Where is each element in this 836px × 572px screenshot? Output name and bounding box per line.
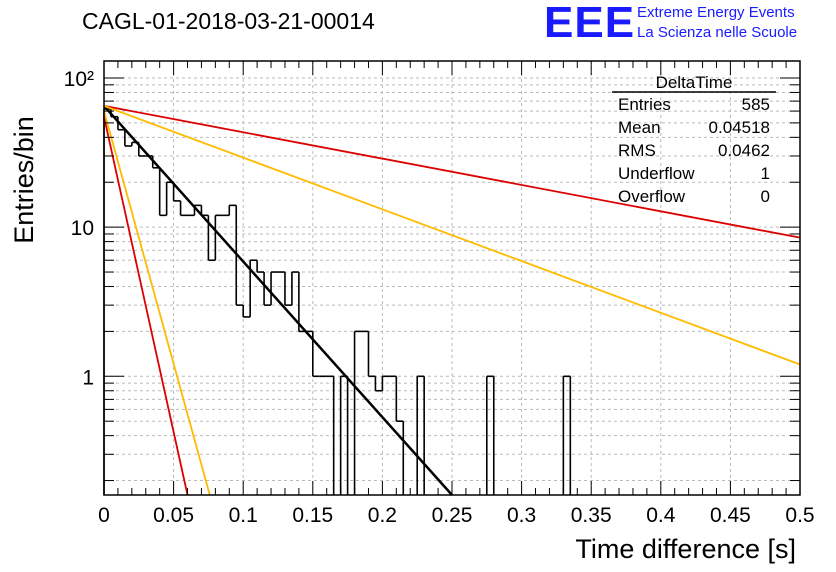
x-tick-label: 0 <box>98 504 110 527</box>
stats-label: Overflow <box>618 187 686 206</box>
tick-labels: 0 0.05 0.1 0.15 0.2 0.25 0.3 0.35 0.4 0.45 0.51101… <box>64 68 815 527</box>
fit-curve-line <box>103 105 453 496</box>
y-tick-label: 1 <box>82 366 94 389</box>
x-tick-label: 0.05 <box>153 504 194 527</box>
eee-logo: EEE <box>544 0 636 47</box>
fit-curves <box>103 105 801 496</box>
fit-curve-line <box>103 105 801 366</box>
x-tick-label: 0.25 <box>432 504 473 527</box>
stats-title: DeltaTime <box>656 73 733 92</box>
x-tick-label: 0.4 <box>646 504 676 527</box>
org-name-line1: Extreme Energy Events <box>637 4 795 21</box>
grid-lines <box>103 61 801 495</box>
y-tick-label: 10 <box>71 217 94 240</box>
fit-curve-line <box>103 116 189 496</box>
x-tick-label: 0.35 <box>571 504 612 527</box>
stats-value: 0.0462 <box>718 141 770 160</box>
x-tick-label: 0.45 <box>710 504 751 527</box>
axis-ticks <box>103 61 801 495</box>
stats-value: 0 <box>761 187 770 206</box>
fit-curve-line <box>103 105 801 239</box>
x-axis-label: Time difference [s] <box>575 534 796 564</box>
x-tick-label: 0.3 <box>507 504 536 527</box>
x-tick-label: 0.1 <box>229 504 258 527</box>
fit-curve-line <box>103 110 211 496</box>
stats-value: 585 <box>742 95 770 114</box>
x-tick-label: 0.5 <box>785 504 814 527</box>
stats-label: Mean <box>618 118 661 137</box>
x-tick-label: 0.2 <box>368 504 397 527</box>
stats-label: Entries <box>618 95 671 114</box>
stats-label: Underflow <box>618 164 695 183</box>
y-tick-label: 10² <box>64 68 94 91</box>
stats-box: DeltaTime Entries 585 Mean 0.04518 RMS 0.0462… <box>612 73 776 206</box>
org-name-line2: La Scienza nelle Scuole <box>637 24 798 41</box>
y-axis-label: Entries/bin <box>9 116 39 244</box>
x-tick-label: 0.15 <box>292 504 333 527</box>
stats-label: RMS <box>618 141 656 160</box>
stats-value: 0.04518 <box>709 118 770 137</box>
stats-value: 1 <box>761 164 770 183</box>
run-title: CAGL-01-2018-03-21-00014 <box>82 8 375 34</box>
